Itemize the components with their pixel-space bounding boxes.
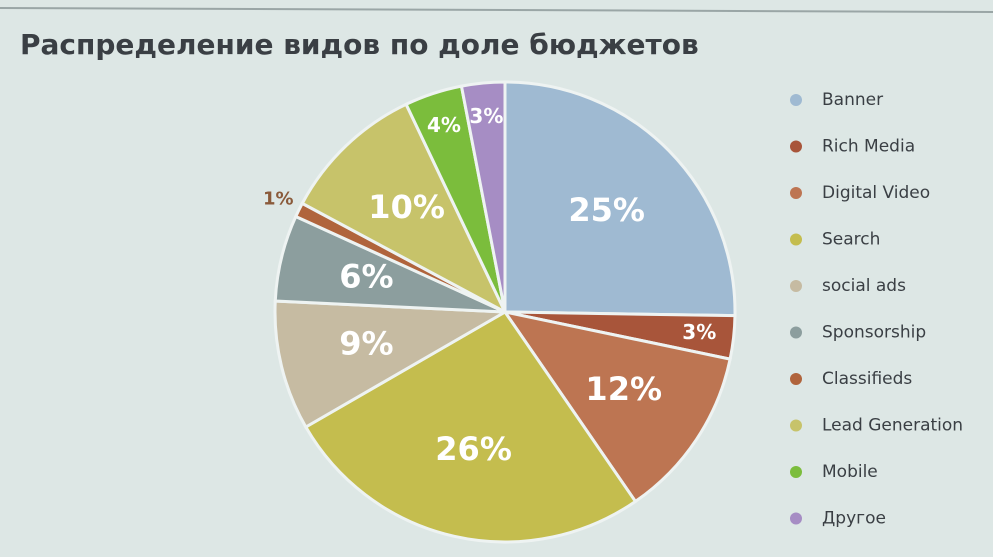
legend-marker: [790, 512, 802, 525]
legend-label: Lead Generation: [822, 416, 963, 436]
pie-slice: [273, 299, 511, 430]
data-label: 25%: [568, 191, 645, 229]
legend-marker: [790, 373, 802, 385]
legend-label: Digital Video: [822, 183, 930, 203]
legend-label: social ads: [822, 276, 906, 296]
pie-slice: [503, 80, 737, 318]
data-label: 6%: [339, 257, 393, 295]
legend-marker: [790, 326, 802, 339]
data-label: 10%: [368, 188, 445, 226]
legend-marker: [790, 94, 802, 106]
legend-marker: [790, 419, 802, 432]
legend-label: Rich Media: [822, 137, 915, 157]
legend-marker: [790, 233, 802, 246]
data-label: 12%: [585, 370, 662, 408]
data-label: 1%: [263, 189, 294, 210]
data-label: 4%: [427, 113, 461, 137]
legend-marker: [790, 280, 802, 292]
data-label: 3%: [682, 320, 716, 344]
data-label: 3%: [469, 104, 503, 128]
legend-label: Classifieds: [822, 369, 912, 389]
data-label: 26%: [435, 430, 512, 468]
pie-slice: [501, 309, 732, 504]
legend-label: Другое: [822, 509, 886, 529]
legend-marker: [790, 466, 802, 478]
pie-slice: [459, 80, 507, 313]
chart-title: Распределение видов по доле бюджетов: [20, 28, 699, 61]
legend-marker: [790, 187, 802, 199]
legend-label: Banner: [822, 90, 883, 110]
pie-slice: [303, 310, 638, 544]
legend-label: Search: [822, 230, 880, 250]
pie-slice: [300, 102, 509, 316]
slide-border: [0, 7, 993, 13]
legend-label: Mobile: [822, 462, 878, 482]
legend-marker: [790, 140, 802, 153]
legend-label: Sponsorship: [822, 323, 926, 343]
data-label: 9%: [339, 325, 393, 363]
